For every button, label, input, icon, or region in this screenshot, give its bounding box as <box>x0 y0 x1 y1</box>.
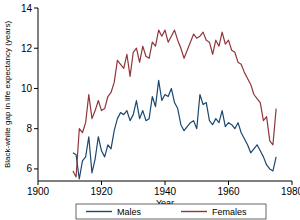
y-tick <box>34 88 38 89</box>
y-tick-label: 8 <box>26 123 32 134</box>
legend-swatch <box>181 211 207 212</box>
legend-swatch <box>86 211 112 212</box>
y-tick-label: 10 <box>21 83 33 94</box>
x-tick-label: 1960 <box>217 186 240 197</box>
y-tick <box>34 8 38 9</box>
legend-label: Females <box>212 207 247 217</box>
y-tick <box>34 128 38 129</box>
y-axis <box>38 8 39 181</box>
series-line <box>73 80 276 179</box>
legend-label: Males <box>117 207 142 217</box>
x-tick <box>38 181 39 185</box>
x-tick <box>101 181 102 185</box>
y-tick-label: 14 <box>21 3 33 14</box>
x-tick <box>292 181 293 185</box>
y-tick-label: 12 <box>21 43 33 54</box>
x-tick-label: 1980 <box>281 186 300 197</box>
x-tick-label: 1940 <box>154 186 177 197</box>
x-tick-label: 1920 <box>90 186 113 197</box>
series-line <box>73 30 276 177</box>
x-tick-label: 1900 <box>27 186 50 197</box>
y-axis-title: Black-white gap in life expectancy (year… <box>3 21 12 169</box>
series-group <box>73 30 276 179</box>
legend-box <box>76 204 266 219</box>
legend: Males Females <box>76 204 266 219</box>
chart: 6810121419001920194019601980YearBlack-wh… <box>0 0 300 220</box>
y-tick-label: 6 <box>26 163 32 174</box>
x-tick <box>228 181 229 185</box>
background <box>0 0 300 220</box>
y-tick <box>34 48 38 49</box>
plot-area <box>38 8 292 181</box>
y-tick <box>34 168 38 169</box>
x-tick <box>165 181 166 185</box>
